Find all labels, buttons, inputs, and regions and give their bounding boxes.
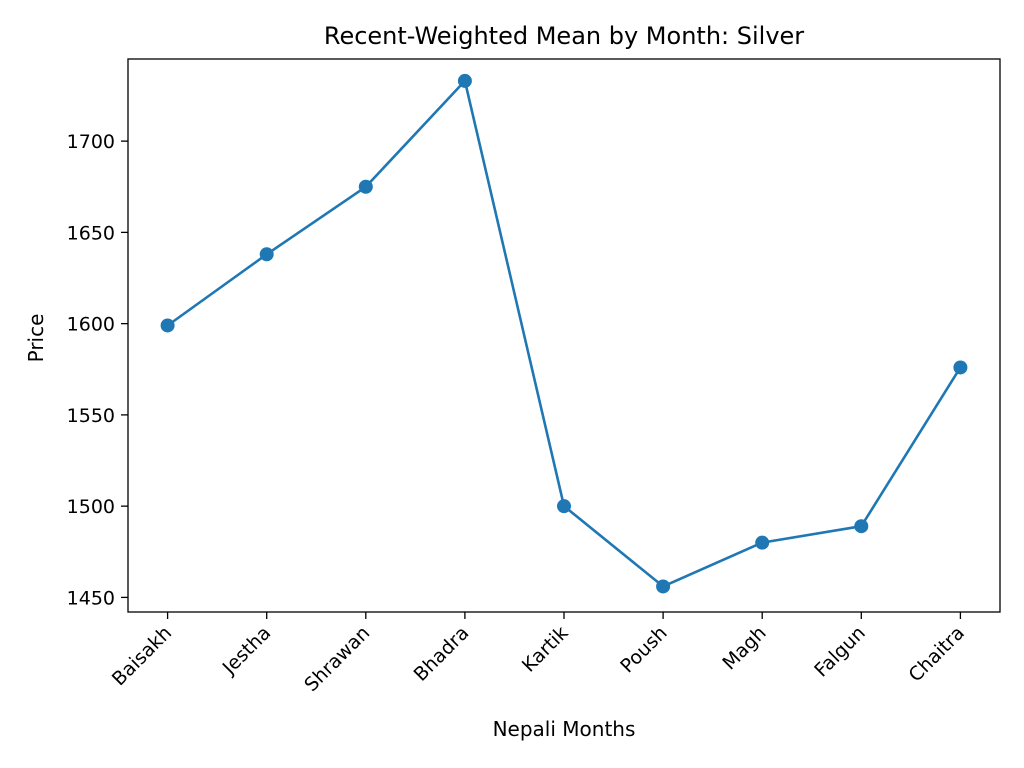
data-point-kartik [557,499,571,514]
x-axis-label: Nepali Months [493,717,636,741]
data-point-magh [755,535,770,550]
y-tick-label: 1550 [67,405,115,427]
y-tick-label: 1700 [67,131,115,153]
y-tick-label: 1650 [67,222,115,244]
series-layer [160,73,968,594]
data-point-chaitra [953,360,968,375]
data-point-jestha [259,247,274,262]
y-tick-label: 1500 [67,496,115,518]
data-point-poush [656,579,671,594]
data-point-falgun [854,519,869,534]
data-point-bhadra [457,73,472,88]
data-point-shrawan [358,179,373,194]
y-axis-label: Price [24,314,48,363]
y-tick-label: 1450 [67,587,115,609]
y-tick-label: 1600 [67,314,115,336]
chart-title: Recent-Weighted Mean by Month: Silver [324,22,804,50]
data-point-baisakh [160,318,175,333]
plot-frame [127,58,1001,613]
plot-area [128,59,1000,612]
y-axis-ticks: 1450 1500 1550 1600 1650 1700 [67,131,128,609]
